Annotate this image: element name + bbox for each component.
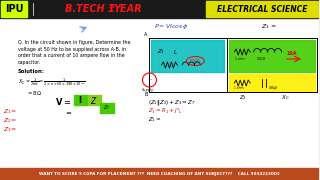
Bar xyxy=(229,40,315,72)
Text: $X_C = \frac{1}{2\pi fc} = \frac{1}{2\times\pi\times50\times398\times10^{-6}}$: $X_C = \frac{1}{2\pi fc} = \frac{1}{2\ti… xyxy=(18,77,86,89)
Text: ~: ~ xyxy=(147,78,152,82)
Text: =: = xyxy=(65,110,71,116)
Text: $Z$: $Z$ xyxy=(91,94,98,105)
Bar xyxy=(100,103,114,113)
Bar xyxy=(229,74,315,91)
Bar xyxy=(1,1,27,17)
Text: ELECTRICAL SCIENCE: ELECTRICAL SCIENCE xyxy=(217,4,308,14)
Bar xyxy=(88,95,101,105)
Text: $Z_3$=: $Z_3$= xyxy=(3,125,17,134)
Text: 1 ohm: 1 ohm xyxy=(235,57,245,61)
Text: B: B xyxy=(144,92,148,97)
Bar xyxy=(206,1,318,17)
Bar xyxy=(0,18,319,168)
Text: $Z_1$=: $Z_1$= xyxy=(3,107,17,116)
Text: $Z_3$: $Z_3$ xyxy=(157,48,165,57)
Text: B.TECH 1: B.TECH 1 xyxy=(65,4,115,14)
Text: $Z_1 = R_1 + j^x{}_L$: $Z_1 = R_1 + j^x{}_L$ xyxy=(148,107,182,116)
Text: $L$: $L$ xyxy=(173,48,178,56)
Text: IPU: IPU xyxy=(5,4,23,14)
Text: WANT TO SCORE 9 CGPA FOR PLACEMENT ???  NEED COACHING OF ANY SUBJECT???    CALL : WANT TO SCORE 9 CGPA FOR PLACEMENT ??? N… xyxy=(39,172,280,176)
Text: voltage at 50 Hz to be supplied across A-B, in: voltage at 50 Hz to be supplied across A… xyxy=(18,46,126,51)
Text: 0.01H: 0.01H xyxy=(257,57,266,61)
Text: Q. In the circuit shown in figure, Determine the: Q. In the circuit shown in figure, Deter… xyxy=(18,40,131,45)
Text: Supply: Supply xyxy=(141,88,154,92)
Bar xyxy=(74,95,87,105)
Text: capacitor.: capacitor. xyxy=(18,60,41,64)
Text: $Z_1\,=$: $Z_1\,=$ xyxy=(261,22,277,31)
Text: $\mathbf{V}=$: $\mathbf{V}=$ xyxy=(55,96,71,107)
Text: 10A: 10A xyxy=(287,51,297,56)
Text: $(Z_1 \| Z_2) + Z_3 = Z_T$: $(Z_1 \| Z_2) + Z_3 = Z_T$ xyxy=(148,98,196,107)
Bar xyxy=(0,168,319,180)
Text: $Z_T$: $Z_T$ xyxy=(103,103,110,112)
Bar xyxy=(148,18,317,166)
Text: YEAR: YEAR xyxy=(113,4,142,14)
Text: 0.02H: 0.02H xyxy=(190,59,201,63)
Text: $Z_1 =$: $Z_1 =$ xyxy=(148,115,161,124)
Text: 398µF: 398µF xyxy=(269,86,278,90)
Text: Solution:: Solution: xyxy=(18,69,45,74)
Text: 1 ohm: 1 ohm xyxy=(234,86,244,90)
Text: $P = VIcos\phi$: $P = VIcos\phi$ xyxy=(155,22,188,31)
Text: $= 8\,\Omega$: $= 8\,\Omega$ xyxy=(26,89,42,97)
Bar xyxy=(0,0,319,18)
Text: order that a current of 10 ampere flow in the: order that a current of 10 ampere flow i… xyxy=(18,53,125,58)
Text: ST: ST xyxy=(109,3,116,8)
Text: $Z_2$: $Z_2$ xyxy=(239,93,247,102)
Text: A: A xyxy=(144,32,148,37)
Bar xyxy=(151,40,224,72)
Text: $X_C$: $X_C$ xyxy=(281,93,290,102)
Text: $Z_2$=: $Z_2$= xyxy=(3,116,17,125)
Text: I: I xyxy=(79,96,82,105)
